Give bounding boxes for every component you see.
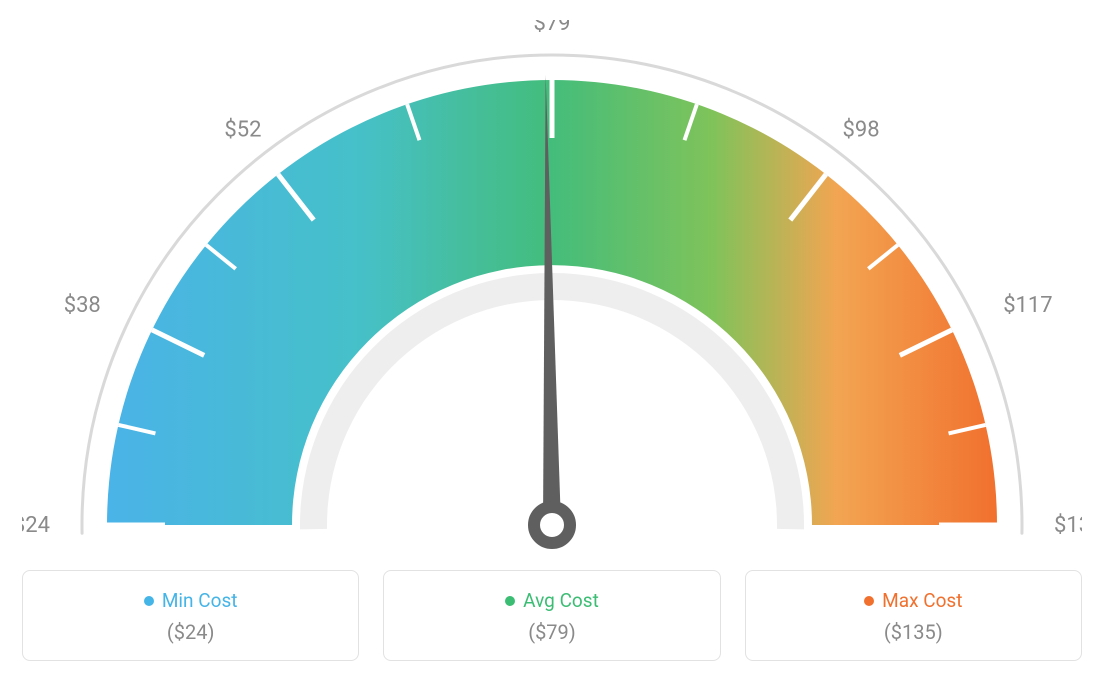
legend-card-max: Max Cost ($135) (745, 570, 1082, 661)
gauge-tick-label: $38 (64, 293, 101, 318)
legend-card-min: Min Cost ($24) (22, 570, 359, 661)
gauge-tick-label: $98 (843, 117, 880, 142)
gauge-tick-label: $24 (22, 513, 50, 538)
gauge-tick-label: $52 (224, 117, 261, 142)
gauge-tick-label: $135 (1054, 513, 1082, 538)
legend-card-avg: Avg Cost ($79) (383, 570, 720, 661)
legend-label-min: Min Cost (162, 589, 238, 612)
gauge-tick-label: $117 (1003, 293, 1052, 318)
legend-title-avg: Avg Cost (505, 589, 599, 612)
legend-dot-avg (505, 596, 515, 606)
legend-value-avg: ($79) (394, 620, 709, 644)
legend-label-max: Max Cost (882, 589, 962, 612)
legend-title-max: Max Cost (864, 589, 962, 612)
legend-dot-max (864, 596, 874, 606)
cost-gauge: $24 $38 $52 $79 $98 $117 $135 (22, 20, 1082, 560)
legend-value-max: ($135) (756, 620, 1071, 644)
legend-value-min: ($24) (33, 620, 348, 644)
legend-label-avg: Avg Cost (523, 589, 599, 612)
legend-dot-min (144, 596, 154, 606)
gauge-svg: $24 $38 $52 $79 $98 $117 $135 (22, 20, 1082, 560)
legend-row: Min Cost ($24) Avg Cost ($79) Max Cost (… (22, 570, 1082, 661)
gauge-hub (534, 507, 570, 543)
gauge-tick-label: $79 (533, 20, 570, 36)
legend-title-min: Min Cost (144, 589, 238, 612)
